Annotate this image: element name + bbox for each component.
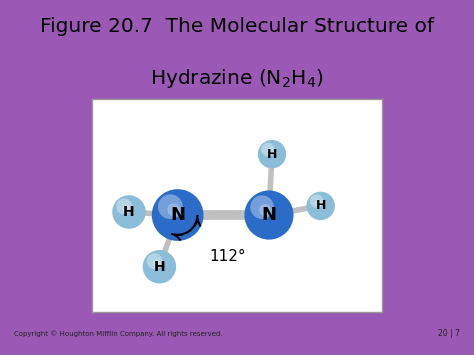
Circle shape [310, 195, 324, 208]
Circle shape [122, 204, 131, 213]
Circle shape [307, 192, 335, 220]
Circle shape [112, 195, 146, 229]
Text: H: H [154, 260, 165, 274]
Text: H: H [267, 148, 277, 161]
Circle shape [153, 259, 161, 268]
Text: N: N [170, 206, 185, 224]
Circle shape [261, 143, 275, 157]
Circle shape [259, 204, 272, 216]
Circle shape [250, 195, 274, 219]
Text: 20 | 7: 20 | 7 [438, 329, 460, 338]
Circle shape [167, 203, 180, 216]
Circle shape [266, 148, 273, 155]
Text: H: H [123, 205, 135, 219]
Text: H: H [316, 200, 326, 212]
Text: Figure 20.7  The Molecular Structure of: Figure 20.7 The Molecular Structure of [40, 17, 434, 36]
Circle shape [245, 190, 293, 240]
Circle shape [146, 253, 163, 269]
Circle shape [315, 200, 322, 207]
Circle shape [152, 189, 203, 241]
Circle shape [158, 194, 183, 219]
Circle shape [258, 140, 286, 168]
Text: 112°: 112° [210, 248, 246, 264]
Circle shape [143, 250, 176, 284]
Text: N: N [262, 206, 276, 224]
Text: Hydrazine ($\mathregular{N_2H_4}$): Hydrazine ($\mathregular{N_2H_4}$) [150, 67, 324, 90]
Text: Copyright © Houghton Mifflin Company. All rights reserved.: Copyright © Houghton Mifflin Company. Al… [14, 331, 223, 337]
Circle shape [116, 198, 132, 215]
